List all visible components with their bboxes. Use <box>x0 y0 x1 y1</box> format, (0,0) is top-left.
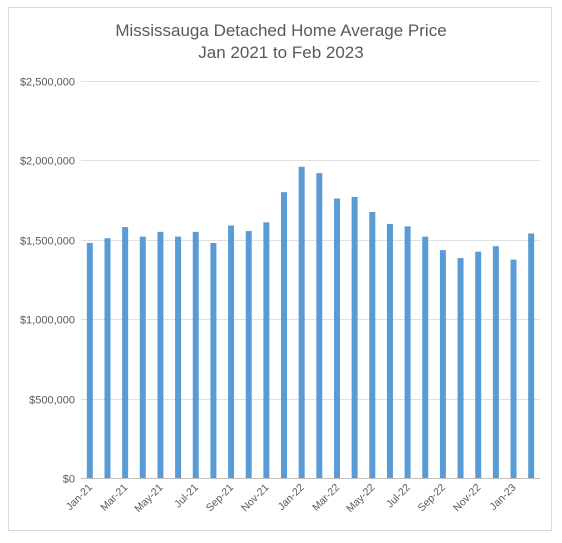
plot-area: $0 $500,000 $1,000,000 $1,500,000 $2,000,000… <box>20 77 540 515</box>
x-tick-label: Jan-22 <box>276 482 307 513</box>
bar <box>263 222 270 478</box>
bar <box>210 242 217 478</box>
chart-subtitle: Jan 2021 to Feb 2023 <box>198 43 364 62</box>
bar <box>510 259 517 478</box>
chart-area: Mississauga Detached Home Average Price … <box>8 7 552 531</box>
x-tick-label: Nov-22 <box>451 482 484 515</box>
bar <box>475 251 482 478</box>
bar <box>528 233 535 478</box>
bar <box>457 258 464 478</box>
bar <box>86 242 93 478</box>
bar <box>298 166 305 478</box>
bar <box>122 227 129 478</box>
x-tick-label: May-22 <box>344 482 377 515</box>
x-tick-label: Sep-22 <box>416 482 449 515</box>
bar <box>333 198 340 478</box>
bar <box>386 223 393 478</box>
bar <box>157 231 164 478</box>
bar <box>369 212 376 478</box>
bar <box>404 226 411 478</box>
y-tick-label: $0 <box>63 474 75 486</box>
bar <box>245 231 252 478</box>
x-tick-label: Sep-21 <box>204 482 237 515</box>
bar <box>316 173 323 478</box>
x-tick-label: May-21 <box>132 482 165 515</box>
x-tick-label: Jan-23 <box>487 482 518 513</box>
x-tick-label: Jan-21 <box>64 482 95 513</box>
bar <box>228 225 235 478</box>
y-tick-label: $1,500,000 <box>20 236 75 248</box>
x-tick-label: Jul-21 <box>172 482 201 511</box>
bar <box>175 236 182 478</box>
x-tick-label: Nov-21 <box>239 482 272 515</box>
y-tick-label: $2,500,000 <box>20 77 75 89</box>
y-tick-label: $1,000,000 <box>20 315 75 327</box>
x-tick-label: Mar-21 <box>98 482 130 514</box>
bar <box>104 238 111 478</box>
y-tick-label: $2,000,000 <box>20 156 75 168</box>
bar <box>439 250 446 478</box>
chart-title-block: Mississauga Detached Home Average Price … <box>9 20 553 64</box>
x-tick-label: Mar-22 <box>310 482 342 514</box>
bar <box>281 192 288 478</box>
y-tick-label: $500,000 <box>29 395 75 407</box>
bar <box>139 236 146 478</box>
x-tick-label: Jul-22 <box>384 482 413 511</box>
bar <box>422 236 429 478</box>
bar <box>492 246 499 478</box>
chart-title: Mississauga Detached Home Average Price <box>115 21 447 40</box>
bar <box>351 196 358 478</box>
bar <box>192 231 199 478</box>
